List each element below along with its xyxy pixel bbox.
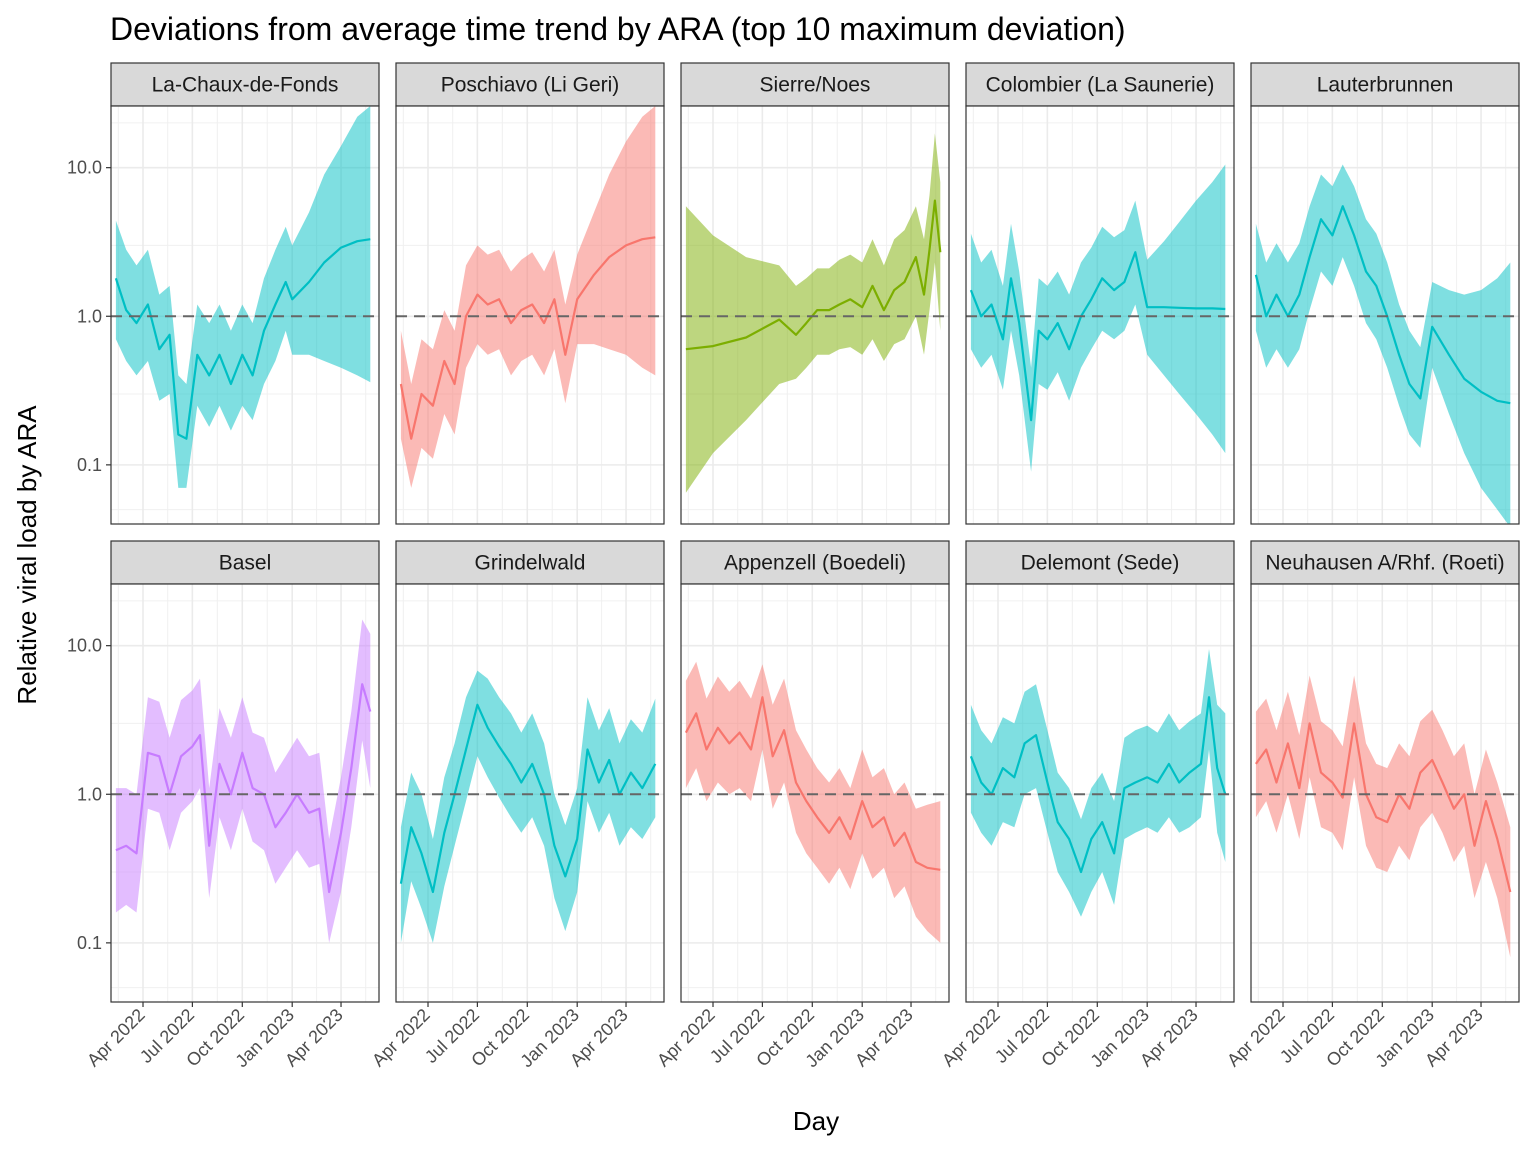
series-group [399,670,657,943]
facet-strip [395,62,665,107]
facet-strip [1250,540,1520,585]
series-line [114,238,371,440]
facet-strip-label: Lauterbrunnen [1317,74,1454,97]
facet-strip-label: Colombier (La Saunerie) [986,74,1215,97]
series-group [1255,675,1512,958]
panel-border [110,583,380,1003]
facet-panel: Poschiavo (Li Geri) [395,62,665,525]
panel-border [395,105,665,525]
facet-panel: Sierre/Noes [680,62,950,525]
confidence-ribbon [115,106,371,488]
panel-border [1250,583,1520,1003]
facet-strip [395,540,665,585]
series-line [1254,205,1511,405]
facet-strip-label: Appenzell (Boedeli) [724,552,906,575]
y-tick-label: 1.0 [77,306,102,326]
facet-panel: Lauterbrunnen [1250,62,1520,525]
panel-border [965,105,1235,525]
y-tick-label: 10.0 [67,158,102,178]
confidence-ribbon [685,661,941,943]
series-line [1255,722,1512,893]
facet-panel: La-Chaux-de-Fonds 0.1 1.0 10.0 [67,62,380,525]
panel-border [395,583,665,1003]
series-group [399,106,656,488]
facet-panel: Colombier (La Saunerie) [965,62,1235,525]
confidence-ribbon [400,670,656,943]
panel-border [965,583,1235,1003]
panel-border [680,105,950,525]
facet-panels: La-Chaux-de-Fonds 0.1 1.0 10.0 Poschiavo (Li… [67,62,1520,1071]
y-tick-label: 0.1 [77,455,102,475]
facet-strip [110,62,380,107]
series-line [969,696,1227,874]
chart-title: Deviations from average time trend by AR… [110,11,1126,47]
facet-strip [110,540,380,585]
facet-strip [965,540,1235,585]
series-group [1254,164,1511,524]
confidence-ribbon [970,164,1226,472]
series-group [684,661,941,943]
series-group [969,649,1227,917]
facet-strip-label: La-Chaux-de-Fonds [152,74,339,97]
facet-strip-label: Delemont (Sede) [1021,552,1180,575]
facet-strip-label: Sierre/Noes [760,74,871,97]
confidence-ribbon [970,649,1226,917]
y-tick-label: 0.1 [77,933,102,953]
facet-strip [680,540,950,585]
y-tick-label: 10.0 [67,636,102,656]
series-line [684,696,941,871]
series-group [114,106,371,488]
facet-strip [965,62,1235,107]
panel-border [110,105,380,525]
facet-strip-label: Basel [219,552,272,575]
facet-strip-label: Neuhausen A/Rhf. (Roeti) [1265,552,1504,575]
panel-border [680,583,950,1003]
facet-strip-label: Poschiavo (Li Geri) [441,74,620,97]
confidence-ribbon [115,619,371,943]
confidence-ribbon [685,133,941,493]
y-tick-label: 1.0 [77,784,102,804]
facet-strip [1250,62,1520,107]
series-line [685,199,942,351]
y-axis-title: Relative viral load by ARA [12,405,42,705]
series-line [115,683,372,894]
panel-border [1250,105,1520,525]
series-line [399,236,656,440]
facet-strip-label: Grindelwald [475,552,586,575]
confidence-ribbon [1255,675,1511,958]
series-group [685,133,942,493]
confidence-ribbon [400,106,656,488]
x-axis-title: Day [793,1106,839,1136]
series-group [115,619,372,943]
confidence-ribbon [1255,164,1511,524]
series-line [399,703,657,894]
